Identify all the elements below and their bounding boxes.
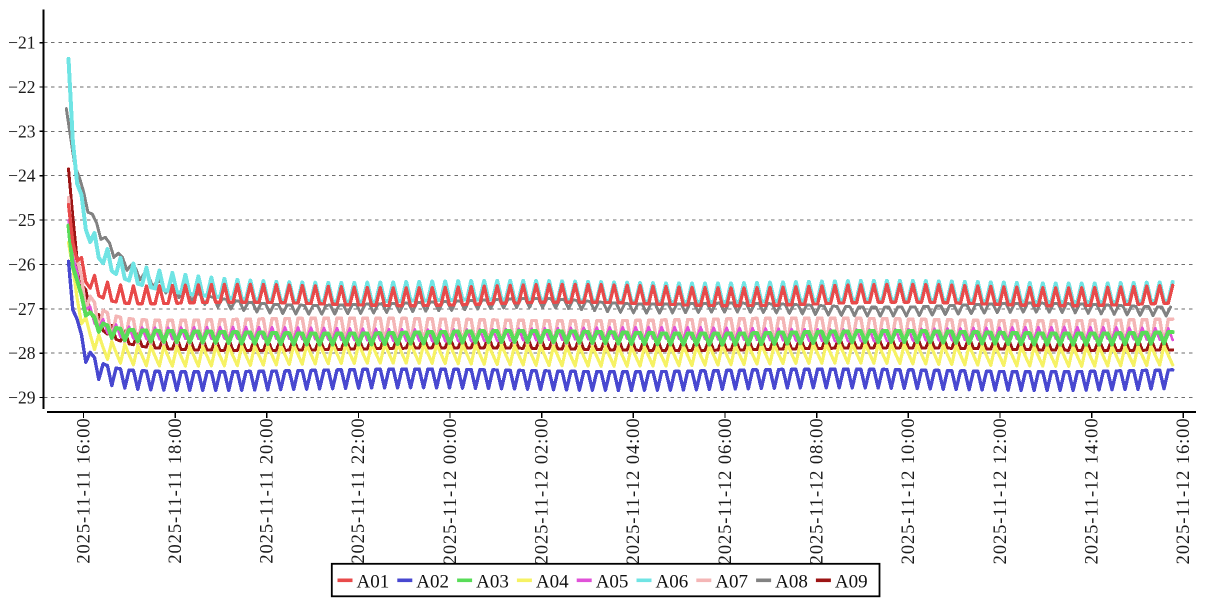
svg-text:2025-11-12 14:00: 2025-11-12 14:00: [1083, 418, 1103, 565]
svg-text:−26: −26: [8, 254, 36, 274]
svg-text:A01: A01: [357, 571, 390, 592]
svg-text:A02: A02: [416, 571, 449, 592]
svg-text:A06: A06: [656, 571, 689, 592]
svg-text:−22: −22: [8, 77, 35, 97]
svg-text:2025-11-11 20:00: 2025-11-11 20:00: [258, 418, 278, 564]
svg-text:2025-11-12 04:00: 2025-11-12 04:00: [624, 418, 644, 565]
svg-text:−24: −24: [8, 166, 36, 186]
svg-text:2025-11-12 16:00: 2025-11-12 16:00: [1174, 418, 1194, 565]
svg-text:2025-11-12 12:00: 2025-11-12 12:00: [991, 418, 1011, 565]
svg-text:2025-11-12 00:00: 2025-11-12 00:00: [441, 418, 461, 565]
svg-text:−25: −25: [8, 210, 36, 230]
svg-text:2025-11-12 06:00: 2025-11-12 06:00: [716, 418, 736, 565]
svg-text:A03: A03: [476, 571, 509, 592]
svg-text:−27: −27: [8, 299, 36, 319]
svg-text:2025-11-12 10:00: 2025-11-12 10:00: [899, 418, 919, 565]
svg-text:2025-11-11 16:00: 2025-11-11 16:00: [74, 418, 94, 564]
svg-text:2025-11-12 02:00: 2025-11-12 02:00: [533, 418, 553, 565]
svg-text:A04: A04: [536, 571, 569, 592]
svg-text:A07: A07: [715, 571, 748, 592]
svg-text:A05: A05: [596, 571, 629, 592]
svg-text:A09: A09: [835, 571, 868, 592]
svg-text:2025-11-11 22:00: 2025-11-11 22:00: [349, 418, 369, 564]
svg-text:A08: A08: [775, 571, 808, 592]
svg-text:−21: −21: [8, 33, 35, 53]
svg-text:−29: −29: [8, 388, 36, 408]
svg-text:−28: −28: [8, 343, 36, 363]
svg-text:−23: −23: [8, 121, 36, 141]
svg-text:2025-11-11 18:00: 2025-11-11 18:00: [166, 418, 186, 564]
svg-text:2025-11-12 08:00: 2025-11-12 08:00: [808, 418, 828, 565]
